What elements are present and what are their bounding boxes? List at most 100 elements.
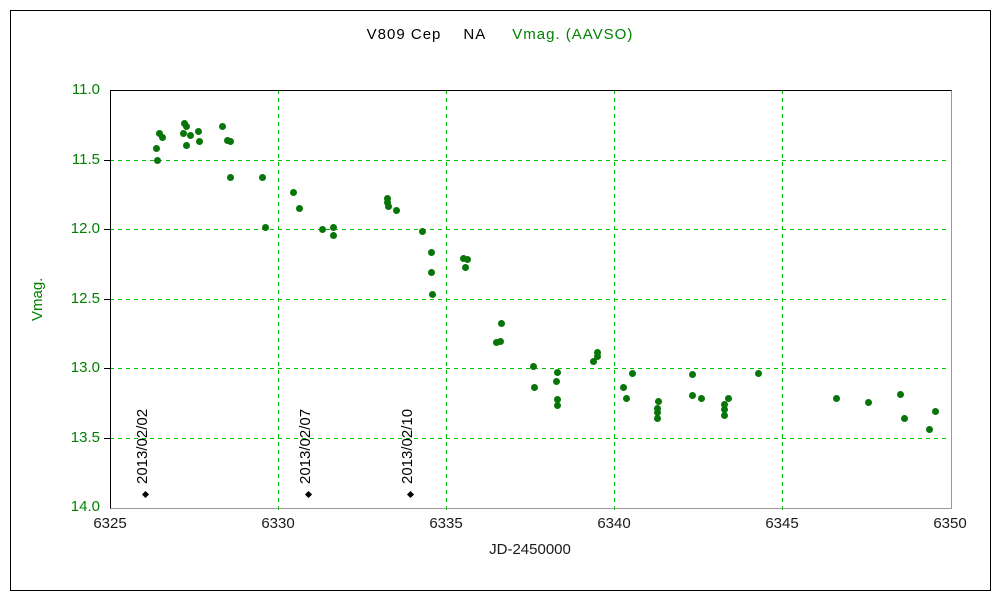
data-point — [628, 370, 636, 378]
data-point — [418, 228, 426, 236]
y-tick-label-11.5: 11.5 — [71, 150, 100, 168]
data-point — [492, 339, 500, 347]
data-point — [158, 133, 166, 141]
x-tick-label-6335: 6335 — [429, 515, 463, 532]
annotation-date-label: 2013/02/10 — [399, 409, 417, 485]
y-tick-label-13.0: 13.0 — [70, 359, 100, 376]
data-point — [653, 414, 661, 422]
x-axis-title: JD-2450000 — [489, 541, 571, 558]
gridline-x-6340 — [614, 90, 615, 510]
data-point — [864, 399, 872, 407]
y-tick-label-14.0: 14.0 — [70, 498, 100, 515]
chart-title: V809 Cep NA Vmag. (AAVSO) — [0, 26, 1000, 43]
data-point — [384, 199, 392, 207]
data-point — [622, 395, 630, 403]
data-point — [721, 411, 729, 419]
data-point — [183, 142, 191, 150]
data-point — [384, 194, 392, 202]
data-point — [385, 203, 393, 211]
data-point — [187, 132, 195, 140]
data-point — [689, 392, 697, 400]
data-point — [194, 128, 202, 136]
y-tick-label-12.5: 12.5 — [70, 289, 100, 307]
data-point — [296, 204, 304, 212]
x-tick-label-6350: 6350 — [933, 515, 967, 532]
data-point — [289, 189, 297, 197]
data-point — [897, 390, 905, 398]
data-point — [832, 395, 840, 403]
data-point — [619, 383, 627, 391]
data-point — [589, 357, 597, 365]
y-tick-label-13.5: 13.5 — [70, 428, 100, 446]
data-point — [932, 407, 940, 415]
data-point — [553, 378, 561, 386]
data-point — [227, 137, 235, 145]
data-point — [429, 290, 437, 298]
data-point — [725, 395, 733, 403]
gridline-y-12 — [110, 229, 950, 230]
x-tick-label-6330: 6330 — [261, 515, 295, 532]
data-point — [925, 425, 933, 433]
data-point — [259, 174, 267, 182]
data-point — [594, 349, 602, 357]
gridline-x-6330 — [278, 90, 279, 510]
data-point — [262, 224, 270, 232]
object-name: V809 Cep — [366, 26, 442, 43]
y-axis-title: Vmag. — [29, 277, 46, 321]
data-point — [195, 137, 203, 145]
gridline-y-13.5 — [110, 437, 950, 439]
data-point — [461, 264, 469, 272]
data-point — [554, 368, 562, 376]
data-point — [754, 370, 762, 378]
data-point — [654, 397, 662, 405]
data-point — [554, 402, 562, 410]
data-point — [329, 232, 337, 240]
data-point — [594, 353, 602, 361]
data-point — [653, 404, 661, 412]
data-point — [554, 396, 562, 404]
y-tick-mark-13.0 — [104, 368, 110, 369]
y-tick-mark-11.5 — [104, 159, 110, 161]
data-point — [219, 122, 227, 130]
gridline-x-6335 — [446, 90, 447, 510]
data-point — [530, 383, 538, 391]
data-point — [227, 174, 235, 182]
outer-frame — [10, 10, 991, 591]
data-point — [497, 320, 505, 328]
gridline-y-12.5 — [110, 298, 950, 300]
data-point — [721, 400, 729, 408]
data-point — [901, 414, 909, 422]
data-point — [721, 406, 729, 414]
data-point — [529, 363, 537, 371]
gridline-x-6345 — [782, 90, 783, 510]
x-tick-label-6345: 6345 — [765, 515, 799, 532]
data-point — [155, 129, 163, 137]
data-point — [180, 129, 188, 137]
data-point — [689, 371, 697, 379]
observer-code: NA — [463, 26, 487, 43]
annotation-date-label: 2013/02/02 — [134, 409, 152, 485]
data-point — [329, 224, 337, 232]
plot-area — [110, 90, 952, 509]
data-point — [393, 207, 401, 215]
data-point — [697, 395, 705, 403]
y-tick-label-11.0: 11.0 — [71, 81, 100, 98]
y-tick-mark-12.0 — [104, 229, 110, 230]
data-point — [152, 144, 160, 152]
x-tick-label-6325: 6325 — [93, 515, 127, 532]
data-point — [496, 338, 504, 346]
data-point — [428, 268, 436, 276]
y-tick-label-12.0: 12.0 — [70, 220, 100, 237]
annotation-date-label: 2013/02/07 — [297, 409, 315, 485]
data-point — [183, 122, 191, 130]
gridline-y-11.5 — [110, 159, 950, 161]
data-point — [428, 249, 436, 257]
y-tick-mark-13.5 — [104, 437, 110, 439]
band-label: Vmag. (AAVSO) — [512, 26, 634, 43]
data-point — [153, 157, 161, 165]
y-tick-mark-12.5 — [104, 298, 110, 300]
data-point — [463, 256, 471, 264]
x-tick-label-6340: 6340 — [597, 515, 631, 532]
data-point — [459, 254, 467, 262]
